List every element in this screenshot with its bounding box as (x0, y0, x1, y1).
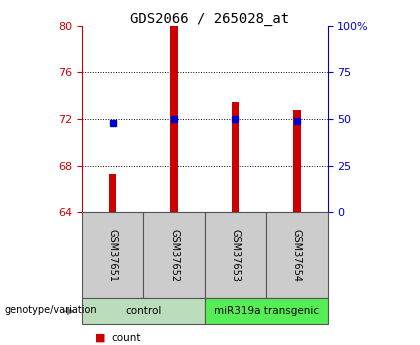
Text: ■: ■ (94, 333, 105, 343)
Text: GSM37653: GSM37653 (231, 229, 241, 282)
Text: genotype/variation: genotype/variation (4, 305, 97, 315)
Text: GSM37652: GSM37652 (169, 229, 179, 282)
Bar (109, 174, 116, 212)
Bar (293, 110, 301, 212)
Text: miR319a transgenic: miR319a transgenic (214, 306, 319, 316)
Text: GDS2066 / 265028_at: GDS2066 / 265028_at (131, 12, 289, 26)
Text: GSM37654: GSM37654 (292, 229, 302, 282)
Bar (232, 101, 239, 212)
Text: control: control (125, 306, 162, 316)
Text: count: count (111, 333, 141, 343)
Bar (171, 26, 178, 212)
Text: GSM37651: GSM37651 (108, 229, 118, 282)
